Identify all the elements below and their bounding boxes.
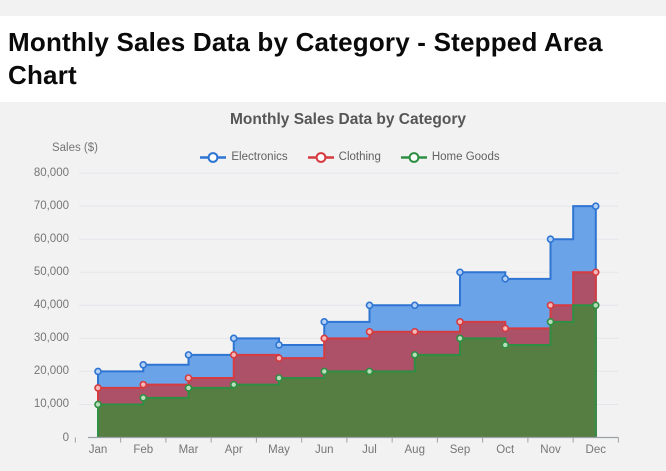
- legend-label: Electronics: [231, 151, 288, 163]
- data-point-clothing-sep: [456, 318, 464, 326]
- legend-item-home-goods[interactable]: Home Goods: [400, 151, 500, 164]
- data-point-electronics-jan: [94, 367, 102, 376]
- data-point-clothing-feb: [139, 380, 148, 389]
- x-tick-label: Aug: [404, 444, 425, 456]
- x-tick-label: May: [268, 444, 290, 456]
- data-point-home-goods-may: [275, 374, 283, 382]
- data-point-clothing-aug: [410, 327, 419, 336]
- chart-title: Monthly Sales Data by Category: [229, 111, 466, 128]
- heading-band: Monthly Sales Data by Category - Stepped…: [0, 16, 666, 102]
- y-tick-label: 30,000: [33, 332, 69, 345]
- y-tick-label: 40,000: [33, 299, 69, 312]
- data-point-home-goods-dec: [591, 301, 600, 310]
- x-tick-label: Feb: [133, 444, 154, 456]
- data-point-electronics-aug: [410, 301, 419, 310]
- data-point-electronics-nov: [546, 235, 555, 243]
- data-point-home-goods-aug: [410, 351, 419, 359]
- y-tick-label: 60,000: [33, 233, 69, 246]
- data-point-clothing-oct: [501, 324, 510, 333]
- x-tick-label: Jun: [314, 444, 334, 456]
- legend-marker-icon: [200, 151, 227, 163]
- data-point-home-goods-mar: [184, 384, 193, 392]
- data-point-clothing-mar: [184, 374, 193, 382]
- data-point-home-goods-jan: [94, 400, 102, 409]
- y-tick-label: 20,000: [33, 365, 69, 378]
- data-point-clothing-jul: [365, 327, 374, 336]
- y-tick-label: 50,000: [33, 266, 69, 279]
- chart-legend: Electronics Clothing Home Goods: [34, 147, 666, 167]
- data-point-home-goods-sep: [456, 334, 464, 343]
- data-point-clothing-nov: [546, 301, 555, 310]
- x-tick-label: Jan: [88, 444, 108, 456]
- legend-item-clothing[interactable]: Clothing: [307, 151, 381, 164]
- data-point-clothing-may: [275, 354, 283, 362]
- legend-label: Home Goods: [431, 151, 500, 163]
- x-tick-label: Apr: [224, 444, 243, 456]
- data-point-electronics-mar: [184, 351, 193, 359]
- data-point-home-goods-nov: [546, 318, 555, 326]
- legend-label: Clothing: [338, 151, 381, 163]
- y-tick-label: 10,000: [33, 398, 69, 411]
- x-tick-label: Mar: [178, 444, 199, 456]
- legend-marker-icon: [400, 151, 427, 163]
- data-point-electronics-jun: [320, 318, 329, 326]
- data-point-electronics-jul: [365, 301, 374, 310]
- data-point-home-goods-apr: [229, 380, 238, 389]
- legend-item-electronics[interactable]: Electronics: [200, 151, 288, 164]
- data-point-home-goods-jul: [365, 367, 374, 376]
- data-point-electronics-feb: [139, 360, 148, 369]
- x-tick-label: Dec: [585, 444, 606, 456]
- data-point-clothing-dec: [591, 268, 600, 277]
- data-point-home-goods-feb: [139, 394, 148, 402]
- y-tick-label: 80,000: [33, 167, 69, 180]
- x-tick-label: Jul: [362, 444, 377, 456]
- legend-marker-icon: [307, 151, 334, 163]
- y-axis-title: Sales ($): [51, 142, 98, 154]
- data-point-electronics-apr: [229, 334, 238, 343]
- data-point-electronics-may: [275, 341, 283, 349]
- x-tick-label: Sep: [449, 444, 471, 456]
- data-point-clothing-jan: [94, 384, 102, 392]
- data-point-home-goods-oct: [501, 341, 510, 349]
- data-point-electronics-sep: [456, 268, 464, 277]
- x-tick-label: Nov: [540, 444, 561, 456]
- data-point-home-goods-jun: [320, 367, 329, 376]
- data-point-electronics-oct: [501, 275, 510, 283]
- y-tick-label: 70,000: [33, 200, 69, 213]
- data-point-electronics-dec: [591, 202, 600, 210]
- page-heading: Monthly Sales Data by Category - Stepped…: [8, 27, 603, 91]
- y-tick-label: 0: [62, 431, 69, 444]
- x-tick-label: Oct: [496, 444, 515, 456]
- data-point-clothing-jun: [320, 334, 329, 343]
- data-point-clothing-apr: [229, 351, 238, 359]
